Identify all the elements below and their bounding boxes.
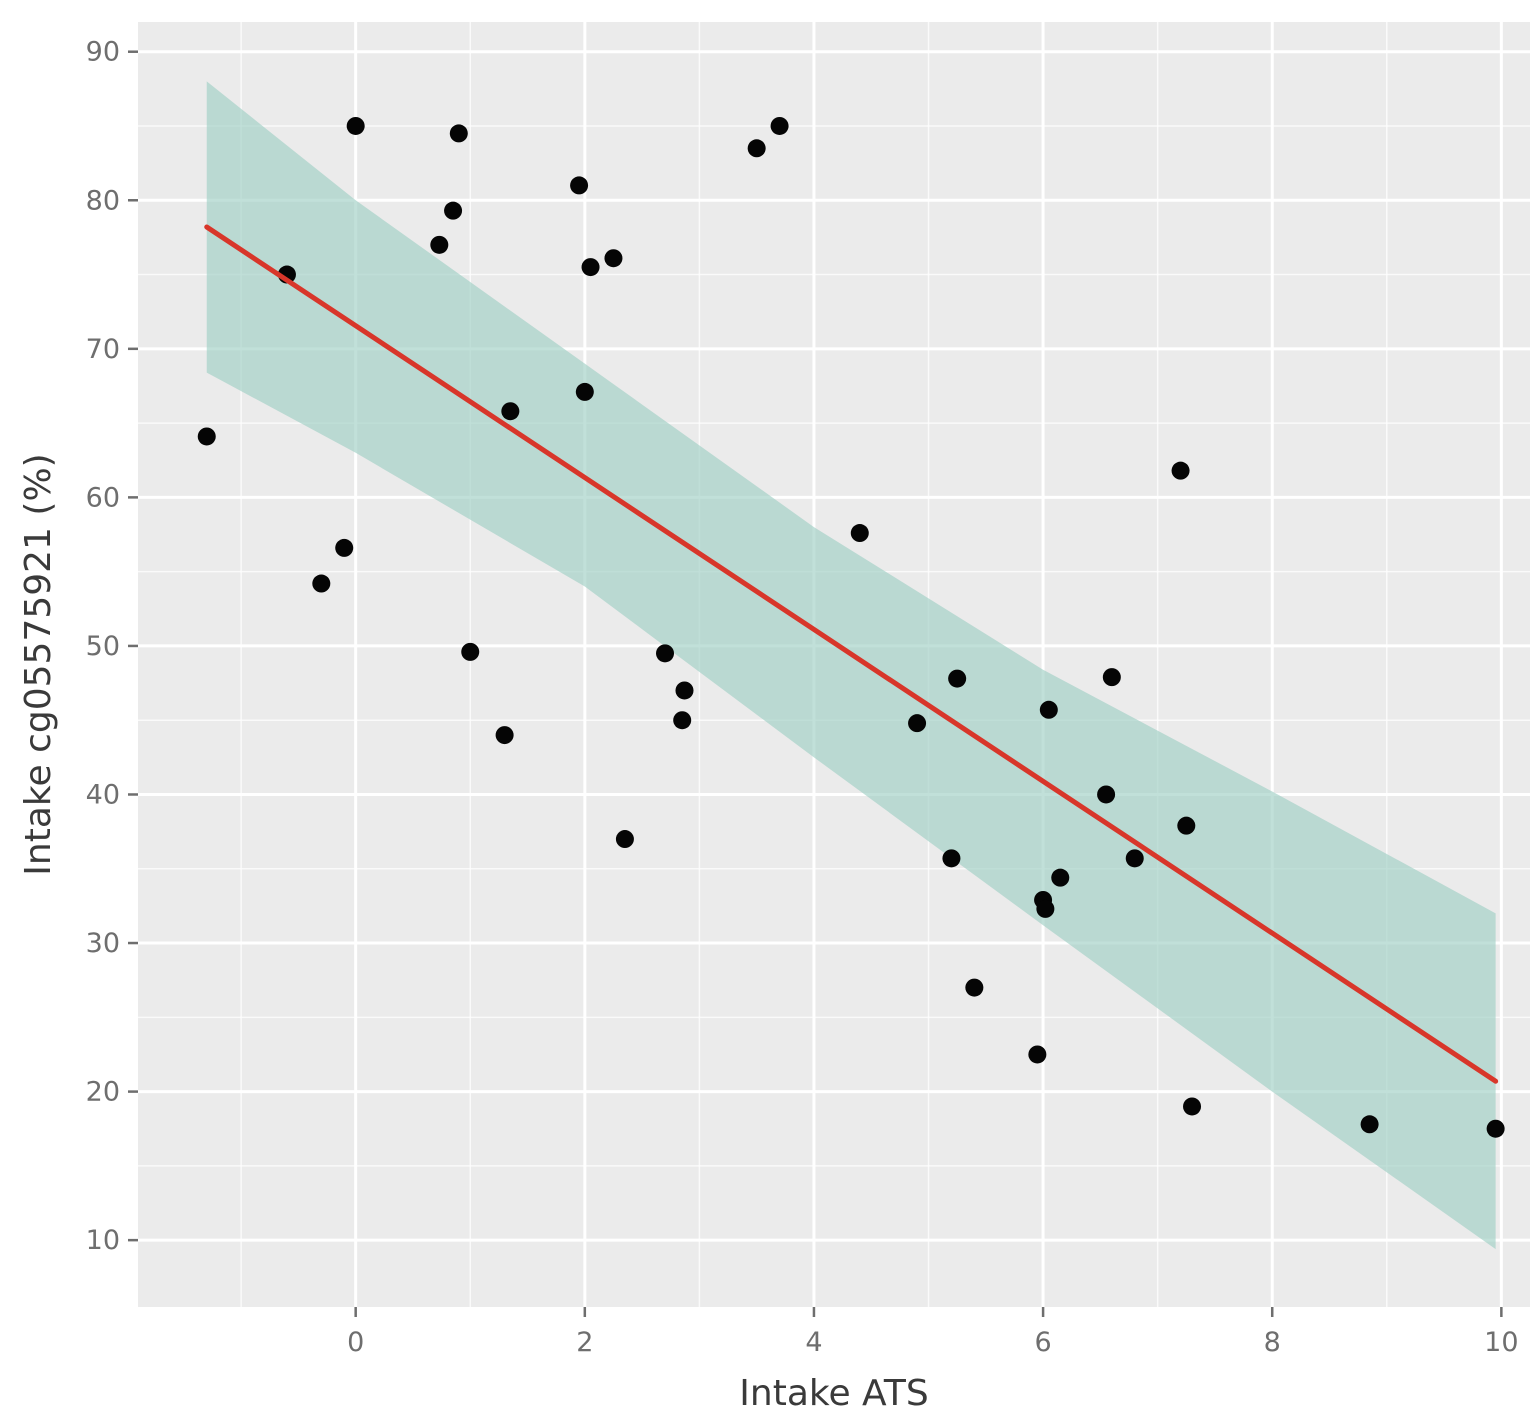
- data-point: [747, 139, 766, 158]
- y-tick-label: 60: [86, 482, 120, 513]
- major-gridlines: [138, 22, 1530, 1307]
- data-point: [656, 644, 675, 663]
- y-tick-label: 80: [86, 185, 120, 216]
- data-point: [770, 116, 789, 135]
- y-axis-title: Intake cg05575921 (%): [18, 453, 59, 875]
- data-point: [1051, 868, 1070, 887]
- y-tick-label: 70: [86, 334, 120, 365]
- data-point: [575, 382, 594, 401]
- x-tick-label: 4: [805, 1327, 822, 1358]
- data-point: [1097, 785, 1116, 804]
- x-axis: 0 2 4 6 8 10: [347, 1307, 1519, 1358]
- y-tick-label: 90: [86, 37, 120, 68]
- data-point: [1177, 816, 1196, 835]
- x-tick-label: 8: [1264, 1327, 1281, 1358]
- x-tick-label: 6: [1034, 1327, 1051, 1358]
- data-point: [570, 176, 589, 195]
- data-point: [1125, 849, 1144, 868]
- x-axis-title: Intake ATS: [739, 1373, 928, 1414]
- data-point: [1360, 1115, 1379, 1134]
- y-tick-label: 10: [86, 1225, 120, 1256]
- data-point: [615, 830, 634, 849]
- data-point: [461, 642, 480, 661]
- data-point: [1028, 1045, 1047, 1064]
- data-point: [346, 116, 365, 135]
- data-point: [430, 235, 449, 254]
- confidence-band: [206, 81, 1496, 1250]
- data-point: [908, 714, 927, 733]
- data-point: [1486, 1119, 1505, 1138]
- data-point: [501, 402, 520, 421]
- x-tick-label: 10: [1484, 1327, 1518, 1358]
- data-point: [850, 524, 869, 543]
- data-point: [1039, 700, 1058, 719]
- y-tick-label: 50: [86, 631, 120, 662]
- data-point: [1102, 668, 1121, 687]
- regression-line: [204, 224, 1499, 1084]
- data-point: [495, 726, 514, 745]
- x-tick-label: 2: [576, 1327, 593, 1358]
- x-tick-label: 0: [347, 1327, 364, 1358]
- data-point: [581, 258, 600, 277]
- y-tick-label: 40: [86, 779, 120, 810]
- data-points: [197, 116, 1505, 1138]
- data-point: [312, 574, 331, 593]
- data-point: [604, 249, 623, 268]
- data-point: [449, 124, 468, 143]
- y-tick-label: 30: [86, 928, 120, 959]
- data-point: [948, 669, 967, 688]
- data-point: [675, 681, 694, 700]
- y-axis: 10 20 30 40 50 60 70 80 90: [86, 37, 138, 1256]
- data-point: [965, 978, 984, 997]
- data-point: [1183, 1097, 1202, 1116]
- data-point: [942, 849, 961, 868]
- data-point: [444, 201, 463, 220]
- data-point: [335, 538, 354, 557]
- data-point: [1036, 899, 1055, 918]
- data-point: [673, 711, 692, 730]
- data-point: [1171, 461, 1190, 480]
- y-tick-label: 20: [86, 1077, 120, 1108]
- data-point: [197, 427, 216, 446]
